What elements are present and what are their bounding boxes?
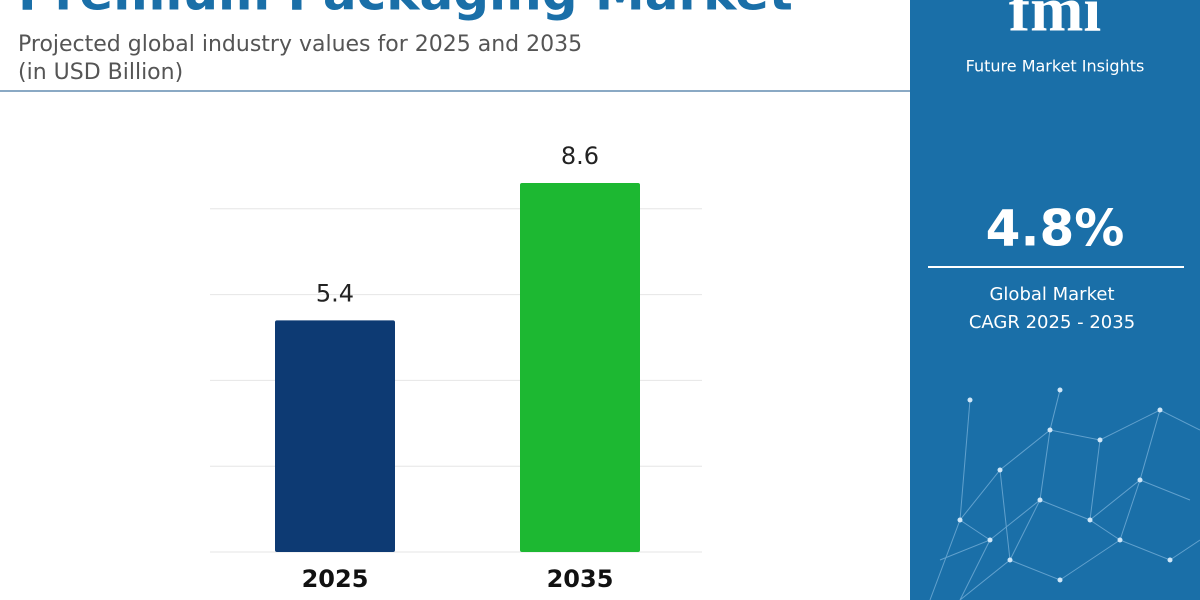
chart-subtitle: Projected global industry values for 202… xyxy=(18,32,582,57)
cagr-value: 4.8% xyxy=(986,200,1125,258)
brand-mark: fmi xyxy=(1009,0,1101,45)
cagr-label: Global Market xyxy=(989,284,1114,305)
plot-area: 5.4 2025 8.6 2035 xyxy=(210,142,702,593)
brand-name: Future Market Insights xyxy=(966,57,1145,76)
network-nodes xyxy=(957,387,1173,583)
side-panel: fmi Future Market Insights 4.8% Global M… xyxy=(910,0,1200,600)
cagr-label: CAGR 2025 - 2035 xyxy=(969,312,1135,333)
panel-background xyxy=(910,0,1200,600)
bar xyxy=(275,320,395,552)
value-label: 8.6 xyxy=(561,142,599,170)
chart-title: Premium Packaging Market xyxy=(18,0,793,22)
unit-note: (in USD Billion) xyxy=(18,60,183,85)
x-tick-label: 2035 xyxy=(547,565,614,593)
value-label: 5.4 xyxy=(316,279,354,307)
x-tick-label: 2025 xyxy=(302,565,369,593)
bar xyxy=(520,183,640,552)
